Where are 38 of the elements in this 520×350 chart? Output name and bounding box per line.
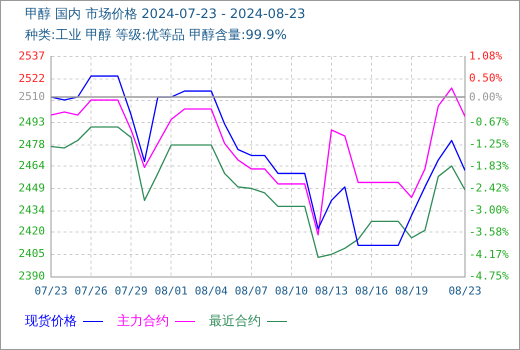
x-tick-label: 08/07 <box>234 284 268 298</box>
y-tick-label: 2405 <box>18 247 45 260</box>
x-tick-label: 07/26 <box>74 284 108 298</box>
y2-tick-label: -3.58% <box>469 225 510 238</box>
y-tick-label: 2464 <box>18 158 46 172</box>
y-tick-label: 2510 <box>18 90 45 103</box>
x-tick-label: 07/29 <box>114 284 148 298</box>
x-tick-label: 08/19 <box>395 284 428 298</box>
x-tick-label: 08/01 <box>154 284 188 298</box>
legend-label: 现货价格 <box>25 313 77 330</box>
x-tick-label: 08/04 <box>194 284 228 298</box>
y2-tick-label: -0.67% <box>469 116 510 129</box>
y2-tick-label: -2.42% <box>469 182 510 195</box>
y-tick-label: 2434 <box>18 204 46 217</box>
legend-label: 最近合约 <box>209 313 261 330</box>
y2-tick-label: 0.00% <box>469 90 502 104</box>
legend-label: 主力合约 <box>117 313 169 330</box>
y-tick-label: 2522 <box>18 72 45 85</box>
y-tick-label: 2537 <box>18 49 45 62</box>
y-tick-label: 2478 <box>18 138 45 151</box>
y2-tick-label: 1.08% <box>469 49 502 62</box>
y2-tick-label: -4.17% <box>469 248 510 261</box>
y2-tick-label: -1.83% <box>469 159 510 172</box>
chart-subtitle: 种类:工业 甲醇 等级:优等品 甲醇含量:99.9% <box>24 27 288 44</box>
y2-tick-label: -4.75% <box>469 270 510 283</box>
chart-title: 甲醇 国内 市场价格 2024-07-23 - 2024-08-23 <box>24 6 306 23</box>
y-tick-label: 2493 <box>18 115 45 128</box>
x-tick-label: 08/13 <box>314 284 348 298</box>
y2-tick-label: 0.50% <box>469 71 502 84</box>
y-tick-label: 2390 <box>18 270 45 283</box>
x-tick-label: 08/10 <box>274 284 308 298</box>
x-tick-label: 07/23 <box>34 284 68 298</box>
x-tick-label: 08/16 <box>354 284 388 298</box>
y2-tick-label: -3.00% <box>469 204 510 217</box>
y-tick-label: 2420 <box>18 224 45 238</box>
y2-tick-label: -1.25% <box>469 137 510 150</box>
y-tick-label: 2449 <box>18 181 45 194</box>
x-tick-label: 08/23 <box>448 284 482 298</box>
